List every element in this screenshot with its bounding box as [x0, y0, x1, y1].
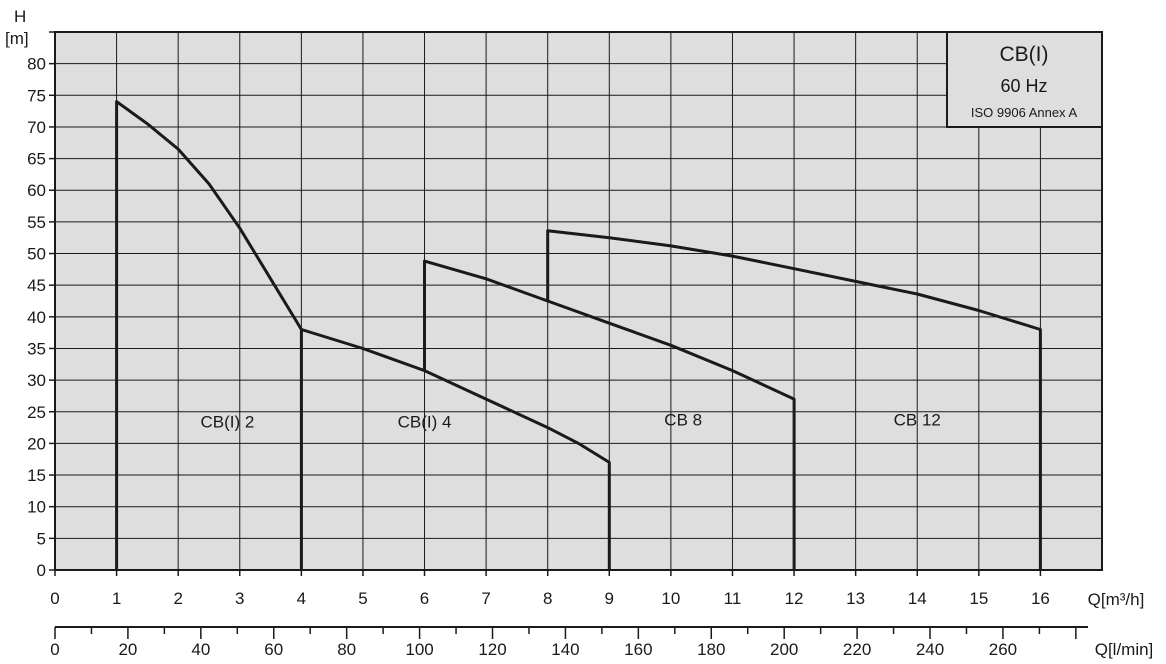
legend-frame — [946, 31, 1103, 128]
x2-tick-label: 200 — [770, 640, 798, 659]
x2-tick-label: 140 — [551, 640, 579, 659]
x-tick-label: 3 — [235, 589, 244, 608]
x2-tick-label: 160 — [624, 640, 652, 659]
x-tick-label: 13 — [846, 589, 865, 608]
y-tick-label: 45 — [27, 276, 46, 295]
series-line-4 — [546, 229, 1042, 570]
series-label-3: CB 8 — [664, 411, 702, 430]
y-tick-label: 65 — [27, 150, 46, 169]
x2-axis-ticks: 0 20 40 60 80 100 120 140 160 180 200 220 240 260 — [50, 627, 1077, 659]
x2-tick-label: 220 — [843, 640, 871, 659]
legend-title: CB(I) — [1000, 43, 1049, 66]
x-tick-label: 4 — [297, 589, 306, 608]
legend-frequency: 60 Hz — [1000, 76, 1047, 96]
x-tick-label: 15 — [969, 589, 988, 608]
x-tick-label: 10 — [661, 589, 680, 608]
x-tick-label: 9 — [605, 589, 614, 608]
series-labels: CB(I) 2 CB(I) 4 CB 8 CB 12 — [201, 411, 941, 432]
series-label-4: CB 12 — [894, 411, 941, 430]
x-tick-label: 14 — [908, 589, 927, 608]
x-tick-label: 2 — [173, 589, 182, 608]
x2-tick-label: 260 — [989, 640, 1017, 659]
x-axis-title: Q[m³/h] — [1088, 590, 1145, 609]
y-tick-label: 55 — [27, 213, 46, 232]
y-tick-label: 10 — [27, 498, 46, 517]
x2-tick-label: 180 — [697, 640, 725, 659]
x2-tick-label: 0 — [50, 640, 59, 659]
x2-tick-label: 120 — [478, 640, 506, 659]
x-tick-label: 1 — [112, 589, 121, 608]
y-tick-label: 25 — [27, 403, 46, 422]
y-tick-label: 80 — [27, 55, 46, 74]
series-line-3 — [423, 259, 796, 570]
y-axis-title: H — [14, 7, 26, 26]
y-tick-label: 20 — [27, 434, 46, 453]
x-tick-label: 16 — [1031, 589, 1050, 608]
series-line-1 — [115, 100, 303, 570]
x2-tick-label: 100 — [405, 640, 433, 659]
y-tick-label: 75 — [27, 86, 46, 105]
x-tick-label: 8 — [543, 589, 552, 608]
x-tick-label: 7 — [481, 589, 490, 608]
x2-tick-label: 60 — [264, 640, 283, 659]
y-tick-label: 70 — [27, 118, 46, 137]
x2-tick-label: 80 — [337, 640, 356, 659]
x2-tick-label: 40 — [191, 640, 210, 659]
y-tick-label: 30 — [27, 371, 46, 390]
x-axis-ticks: 0 1 2 3 4 5 6 7 8 9 10 11 12 13 14 15 16 — [50, 570, 1050, 608]
x-tick-label: 6 — [420, 589, 429, 608]
legend-box: CB(I) 60 Hz ISO 9906 Annex A — [946, 31, 1103, 128]
y-tick-label: 60 — [27, 181, 46, 200]
x-tick-label: 11 — [724, 589, 742, 608]
series-label-2: CB(I) 4 — [398, 413, 452, 432]
series-curves — [115, 100, 1042, 570]
y-tick-label: 15 — [27, 466, 46, 485]
y-tick-label: 50 — [27, 245, 46, 264]
y-tick-label: 5 — [37, 529, 46, 548]
y-tick-label: 0 — [37, 561, 46, 580]
y-tick-label: 40 — [27, 308, 46, 327]
y-tick-label: 35 — [27, 339, 46, 358]
x2-tick-label: 20 — [118, 640, 137, 659]
y-axis-ticks: 0 5 10 15 20 25 30 35 40 45 50 55 60 65 70 75 80 — [27, 31, 55, 580]
x-tick-label: 0 — [50, 589, 59, 608]
series-line-2 — [300, 328, 611, 570]
series-label-1: CB(I) 2 — [201, 413, 255, 432]
plot-frame — [54, 31, 1103, 571]
x2-axis-title: Q[l/min] — [1095, 640, 1154, 659]
plot-area — [55, 32, 1102, 570]
x-tick-label: 5 — [358, 589, 367, 608]
x2-tick-label: 240 — [916, 640, 944, 659]
y-axis-unit: [m] — [5, 29, 29, 48]
x-tick-label: 12 — [785, 589, 804, 608]
legend-standard: ISO 9906 Annex A — [971, 105, 1078, 120]
